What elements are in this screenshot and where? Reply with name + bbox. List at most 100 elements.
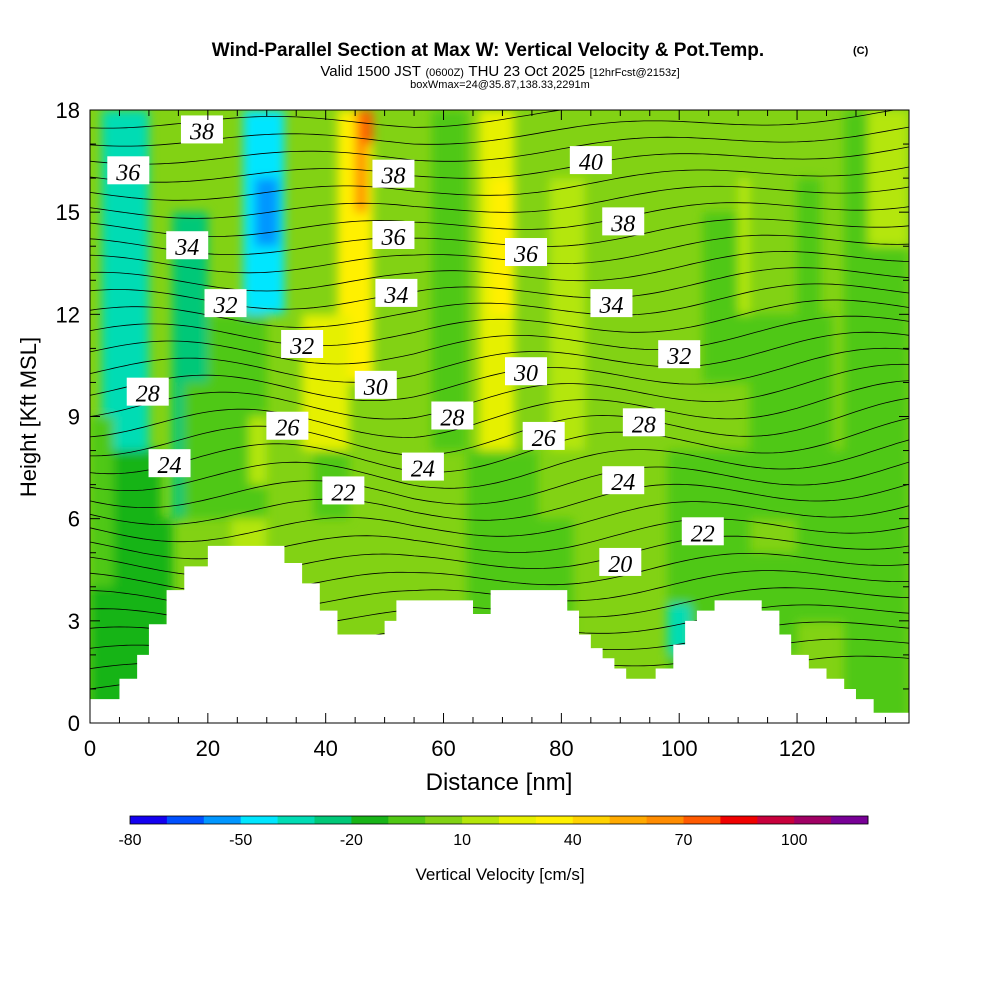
x-axis: 0 20 40 60 80 100 120: [84, 110, 886, 761]
theta-contour-label: 32: [204, 289, 247, 319]
box-info: boxWmax=24@35.87,138.33,2291m: [410, 79, 590, 91]
theta-contour-label: 34: [590, 289, 633, 319]
y-tick-label: 6: [68, 507, 80, 532]
theta-contour-label: 22: [322, 476, 365, 506]
theta-contour-label: 24: [602, 466, 645, 496]
colorbar-swatch: [757, 816, 795, 824]
chart-title: Wind-Parallel Section at Max W: Vertical…: [212, 40, 764, 61]
svg-text:38: 38: [189, 119, 214, 145]
svg-text:36: 36: [513, 242, 538, 268]
colorbar-swatch: [609, 816, 648, 824]
x-tick-label: 60: [431, 736, 455, 761]
valid-date: THU 23 Oct 2025: [468, 63, 585, 80]
theta-contour-label: 24: [148, 449, 191, 479]
colorbar: -80 -50 -20 10 40 70 100: [118, 815, 869, 849]
colorbar-swatch: [572, 816, 611, 824]
x-tick-label: 40: [313, 736, 337, 761]
x-tick-label: 0: [84, 736, 96, 761]
svg-text:32: 32: [213, 293, 238, 319]
colorbar-swatch: [130, 816, 168, 824]
svg-text:24: 24: [611, 470, 635, 496]
colorbar-swatch: [277, 816, 315, 824]
svg-text:20: 20: [608, 552, 632, 578]
theta-contour-label: 26: [522, 421, 565, 452]
colorbar-swatch: [462, 816, 500, 824]
colorbar-swatch: [203, 816, 242, 824]
y-tick-label: 0: [68, 711, 80, 736]
x-tick-label: 80: [549, 736, 573, 761]
theta-contour-label: 28: [126, 377, 169, 408]
theta-contour-label: 34: [375, 278, 418, 309]
colorbar-tick-label: -80: [118, 832, 141, 849]
y-tick-label: 18: [56, 98, 80, 123]
theta-contour-label: 24: [401, 452, 444, 483]
terrain-mask: [90, 545, 909, 723]
theta-contour-label: 36: [372, 221, 415, 251]
x-axis-label: Distance [nm]: [426, 769, 573, 796]
svg-text:34: 34: [174, 235, 199, 261]
colorbar-tick-label: 40: [564, 832, 582, 849]
x-tick-label: 100: [661, 736, 698, 761]
svg-text:38: 38: [380, 164, 405, 190]
svg-text:26: 26: [532, 426, 556, 452]
svg-text:22: 22: [691, 521, 715, 547]
theta-contour-label: 38: [602, 207, 645, 237]
svg-text:22: 22: [331, 480, 355, 506]
colorbar-swatch: [683, 816, 721, 824]
theta-contour-label: 38: [180, 115, 223, 145]
svg-text:34: 34: [383, 283, 408, 309]
svg-text:32: 32: [289, 334, 314, 360]
y-tick-label: 3: [68, 609, 80, 634]
colorbar-swatch: [646, 816, 684, 824]
colorbar-swatch: [831, 816, 869, 824]
theta-contour-label: 30: [505, 357, 548, 387]
svg-text:30: 30: [363, 375, 388, 401]
colorbar-swatch: [314, 816, 352, 824]
colorbar-swatch: [351, 816, 389, 824]
theta-contour-label: 34: [166, 231, 209, 261]
svg-text:36: 36: [115, 160, 140, 186]
y-tick-label: 9: [68, 405, 80, 430]
theta-contour-label: 38: [372, 159, 415, 190]
theta-contour-label: 36: [505, 238, 548, 268]
colorbar-tick-label: 10: [453, 832, 471, 849]
copyright-mark: (C): [853, 45, 869, 57]
y-tick-label: 15: [56, 200, 80, 225]
theta-contour-label: 28: [431, 401, 474, 432]
colorbar-swatch: [240, 816, 279, 824]
theta-contour-label: 30: [354, 370, 397, 401]
colorbar-tick-label: -20: [340, 832, 363, 849]
svg-text:24: 24: [158, 453, 182, 479]
colorbar-label: Vertical Velocity [cm/s]: [415, 865, 584, 884]
colorbar-swatch: [794, 816, 832, 824]
theta-contour-label: 28: [622, 408, 665, 438]
svg-text:36: 36: [380, 225, 405, 251]
theta-contour-label: 36: [107, 156, 150, 186]
colorbar-swatch: [720, 816, 758, 824]
svg-text:32: 32: [666, 344, 691, 370]
svg-text:34: 34: [598, 293, 623, 319]
colorbar-tick-label: 100: [781, 832, 808, 849]
colorbar-swatch: [499, 816, 537, 824]
svg-text:30: 30: [513, 361, 538, 387]
theta-contour-label: 22: [681, 517, 724, 547]
svg-text:40: 40: [579, 150, 603, 176]
theta-contour-label: 26: [266, 411, 309, 442]
colorbar-tick-label: -50: [229, 832, 252, 849]
colorbar-tick-label: 70: [675, 832, 693, 849]
forecast-info: [12hrFcst@2153z]: [590, 67, 680, 79]
colorbar-swatch: [425, 816, 463, 824]
theta-contour-label: 40: [569, 146, 612, 176]
valid-utc: (0600Z): [425, 67, 464, 79]
y-tick-label: 12: [56, 302, 80, 327]
plot-area: 38 36 34 32 28 24 26 32 22 30 34 36 38 28 24 36 30 26 40 38…: [90, 110, 909, 723]
svg-text:28: 28: [136, 382, 160, 408]
svg-text:24: 24: [411, 457, 435, 483]
theta-contour-label: 32: [281, 329, 324, 360]
colorbar-swatch: [166, 816, 205, 824]
svg-text:26: 26: [275, 416, 299, 442]
x-tick-label: 120: [779, 736, 816, 761]
colorbar-swatch: [535, 816, 574, 824]
